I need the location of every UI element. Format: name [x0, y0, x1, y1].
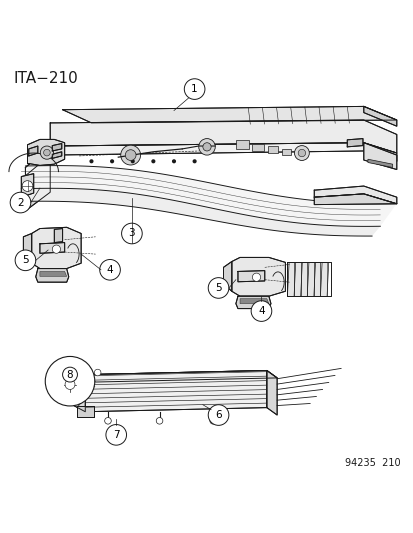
Circle shape [10, 192, 31, 213]
Polygon shape [363, 143, 396, 169]
Polygon shape [27, 140, 64, 165]
Circle shape [45, 357, 95, 406]
Circle shape [294, 146, 309, 160]
Polygon shape [313, 262, 320, 296]
Text: 2: 2 [17, 198, 24, 207]
Circle shape [198, 139, 215, 155]
Circle shape [252, 273, 260, 281]
Circle shape [40, 146, 53, 159]
Circle shape [43, 149, 50, 156]
Text: 8: 8 [66, 369, 73, 379]
Circle shape [208, 278, 228, 298]
Circle shape [94, 369, 101, 376]
Circle shape [121, 145, 140, 165]
Text: 7: 7 [113, 430, 119, 440]
Polygon shape [223, 262, 231, 291]
Text: 4: 4 [107, 265, 113, 275]
Polygon shape [235, 140, 249, 149]
Polygon shape [74, 373, 85, 411]
Circle shape [121, 223, 142, 244]
Polygon shape [85, 370, 266, 411]
Polygon shape [52, 152, 62, 158]
Text: 6: 6 [215, 410, 221, 420]
Circle shape [106, 424, 126, 445]
Polygon shape [268, 147, 278, 153]
Circle shape [131, 159, 135, 163]
Polygon shape [281, 149, 290, 155]
Polygon shape [320, 262, 326, 296]
Polygon shape [31, 227, 81, 269]
Circle shape [151, 159, 155, 163]
Polygon shape [25, 143, 396, 176]
Polygon shape [240, 298, 268, 304]
Polygon shape [77, 406, 93, 417]
Text: 1: 1 [191, 84, 197, 94]
Circle shape [202, 143, 211, 151]
Circle shape [184, 79, 204, 99]
Circle shape [125, 150, 136, 160]
Polygon shape [21, 188, 380, 236]
Polygon shape [252, 143, 263, 151]
Polygon shape [231, 257, 285, 296]
Circle shape [104, 417, 111, 424]
Polygon shape [40, 271, 66, 277]
Polygon shape [237, 271, 264, 282]
Circle shape [209, 417, 216, 424]
Text: ITA−210: ITA−210 [13, 70, 78, 85]
Text: 5: 5 [22, 255, 28, 265]
Circle shape [297, 149, 305, 157]
Polygon shape [50, 120, 396, 153]
Polygon shape [23, 233, 31, 263]
Circle shape [15, 250, 36, 271]
Text: 94235  210: 94235 210 [344, 458, 400, 468]
Polygon shape [52, 143, 62, 151]
Polygon shape [21, 174, 33, 197]
Polygon shape [367, 159, 392, 167]
Text: 3: 3 [128, 229, 135, 238]
Circle shape [65, 379, 75, 390]
Polygon shape [266, 370, 276, 415]
Circle shape [52, 245, 60, 253]
Polygon shape [21, 166, 396, 227]
Polygon shape [36, 269, 69, 282]
Polygon shape [313, 186, 396, 204]
Circle shape [208, 405, 228, 425]
Polygon shape [25, 146, 50, 211]
Polygon shape [62, 107, 396, 123]
Polygon shape [313, 194, 396, 205]
Text: 5: 5 [215, 283, 221, 293]
Text: 4: 4 [258, 306, 264, 316]
Polygon shape [235, 296, 270, 309]
Circle shape [62, 367, 77, 382]
Polygon shape [300, 262, 306, 296]
Polygon shape [293, 262, 300, 296]
Circle shape [251, 301, 271, 321]
Circle shape [22, 181, 33, 191]
Polygon shape [40, 243, 64, 253]
Circle shape [156, 417, 162, 424]
Polygon shape [347, 139, 362, 147]
Circle shape [89, 159, 93, 163]
Polygon shape [306, 262, 313, 296]
Polygon shape [363, 107, 396, 126]
Circle shape [171, 159, 176, 163]
Circle shape [110, 159, 114, 163]
Circle shape [100, 260, 120, 280]
Polygon shape [54, 229, 62, 243]
Polygon shape [28, 146, 38, 156]
Polygon shape [287, 262, 293, 296]
Polygon shape [85, 370, 276, 382]
Circle shape [192, 159, 196, 163]
